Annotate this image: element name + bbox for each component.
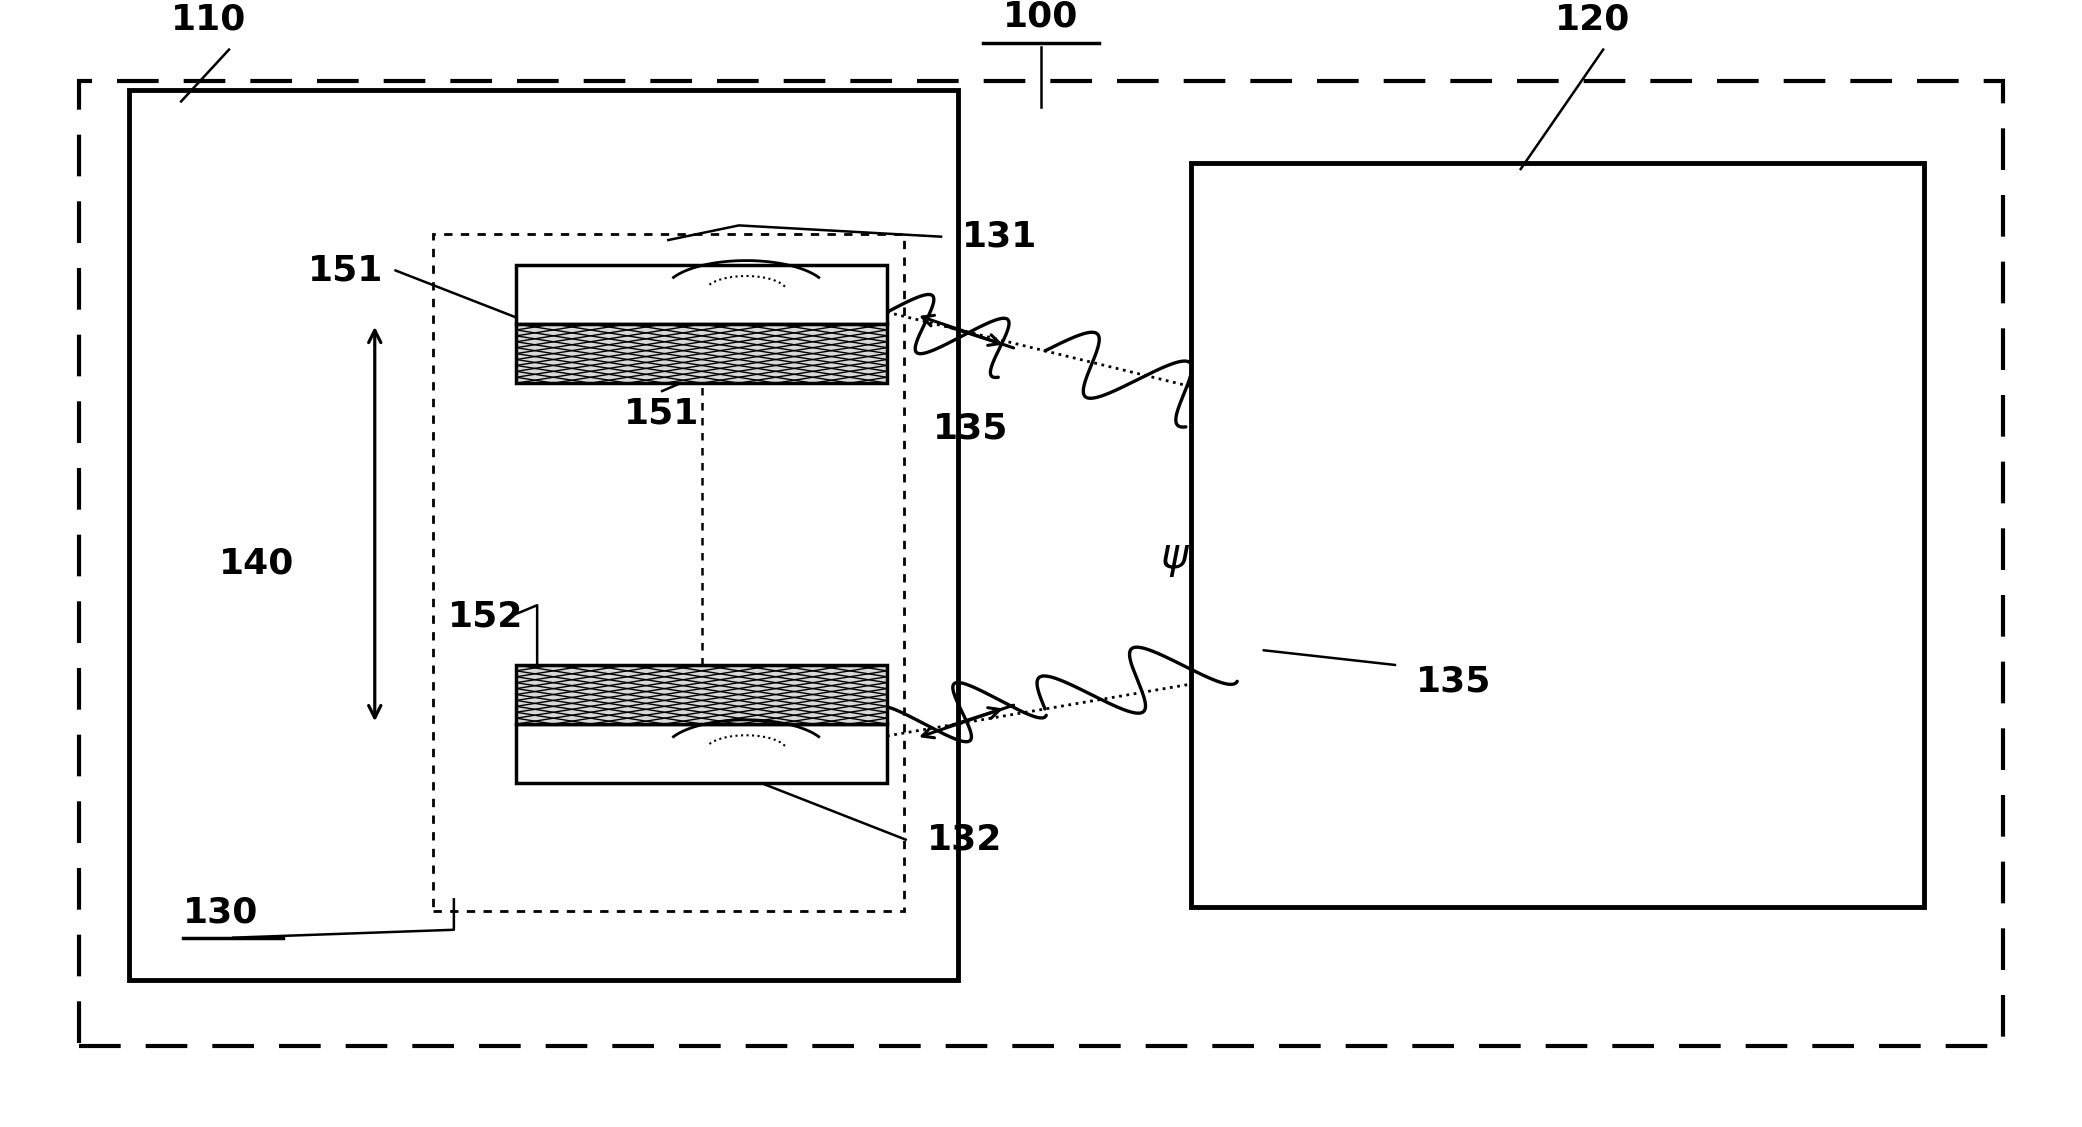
Text: 110: 110	[171, 2, 246, 36]
Text: 131: 131	[962, 220, 1037, 254]
Bar	[129, 90, 958, 980]
Bar	[516, 724, 887, 783]
Text: 132: 132	[926, 823, 1001, 857]
Bar	[516, 323, 887, 383]
Text: 151: 151	[308, 254, 383, 287]
Bar	[79, 81, 2003, 1046]
Text: 151: 151	[625, 397, 700, 431]
Bar	[433, 234, 904, 911]
Text: 135: 135	[1416, 665, 1491, 699]
Text: 120: 120	[1555, 2, 1630, 36]
Text: 130: 130	[183, 896, 258, 930]
Bar	[516, 665, 887, 725]
Text: $\psi$: $\psi$	[1160, 536, 1189, 579]
Text: 100: 100	[1004, 0, 1078, 34]
Text: 135: 135	[933, 411, 1008, 445]
Text: 140: 140	[219, 547, 294, 580]
Text: 152: 152	[448, 600, 523, 633]
Bar	[516, 265, 887, 323]
Bar	[1191, 163, 1924, 907]
